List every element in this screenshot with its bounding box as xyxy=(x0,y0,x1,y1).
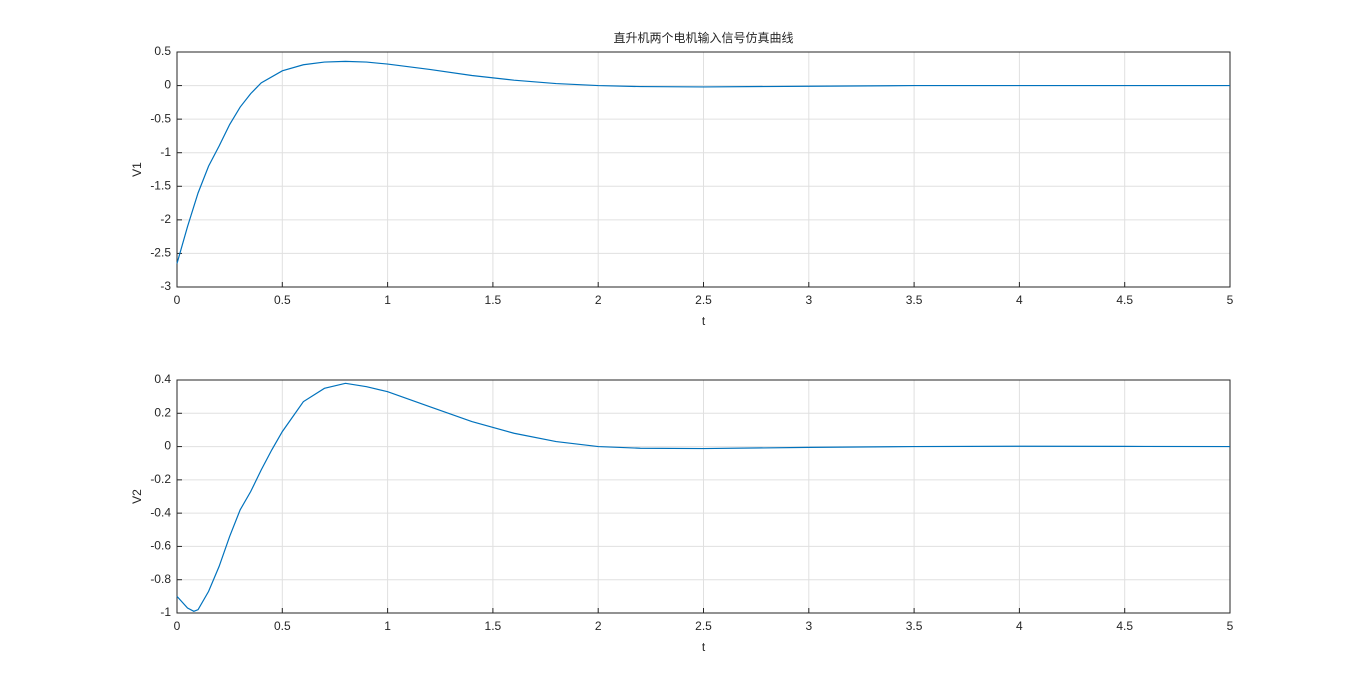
chart-title: 直升机两个电机输入信号仿真曲线 xyxy=(613,30,793,45)
x-tick-label: 2.5 xyxy=(695,619,712,633)
x-tick-label: 0 xyxy=(174,293,181,307)
x-tick-label: 5 xyxy=(1227,619,1234,633)
x-tick-label: 4.5 xyxy=(1116,619,1133,633)
x-tick-label: 1 xyxy=(384,619,391,633)
y-tick-label: -1 xyxy=(160,145,171,159)
y-tick-label: -0.6 xyxy=(150,539,171,553)
x-tick-label: 1.5 xyxy=(485,619,502,633)
x-tick-label: 2 xyxy=(595,293,602,307)
x-tick-label: 1 xyxy=(384,293,391,307)
y-tick-label: -1.5 xyxy=(150,178,171,192)
x-tick-label: 3.5 xyxy=(906,619,923,633)
x-tick-label: 2 xyxy=(595,619,602,633)
y-tick-label: -0.2 xyxy=(150,472,171,486)
x-tick-label: 4 xyxy=(1016,619,1023,633)
line-series xyxy=(176,382,1231,612)
x-tick-label: 4 xyxy=(1016,293,1023,307)
y-tick-label: -0.8 xyxy=(150,572,171,586)
y-tick-label: -0.5 xyxy=(150,111,171,125)
x-tick-label: 5 xyxy=(1227,293,1234,307)
y-tick-label: 0 xyxy=(164,78,171,92)
line-series xyxy=(176,60,1230,264)
y-tick-label: 0.5 xyxy=(154,44,171,58)
x-tick-label: 0.5 xyxy=(274,619,291,633)
x-axis-label: t xyxy=(702,640,706,654)
x-tick-label: 3 xyxy=(805,293,812,307)
x-tick-label: 0 xyxy=(174,619,181,633)
x-tick-label: 2.5 xyxy=(695,293,712,307)
x-axis-label: t xyxy=(702,314,706,328)
x-tick-label: 0.5 xyxy=(274,293,291,307)
x-tick-label: 3.5 xyxy=(906,293,923,307)
y-tick-label: 0 xyxy=(164,439,171,453)
x-tick-label: 3 xyxy=(805,619,812,633)
y-tick-label: -2 xyxy=(160,212,171,226)
y-axis-label: V2 xyxy=(130,489,144,504)
axes-box xyxy=(176,51,1231,288)
y-tick-label: -0.4 xyxy=(150,505,171,519)
y-tick-label: -3 xyxy=(160,279,171,293)
x-tick-label: 4.5 xyxy=(1116,293,1133,307)
y-axis-label: V1 xyxy=(130,162,144,177)
axes-box xyxy=(176,379,1231,614)
y-tick-label: -1 xyxy=(160,605,171,619)
y-tick-label: 0.2 xyxy=(154,405,171,419)
x-tick-label: 1.5 xyxy=(485,293,502,307)
y-tick-label: 0.4 xyxy=(154,372,171,386)
y-tick-label: -2.5 xyxy=(150,246,171,260)
